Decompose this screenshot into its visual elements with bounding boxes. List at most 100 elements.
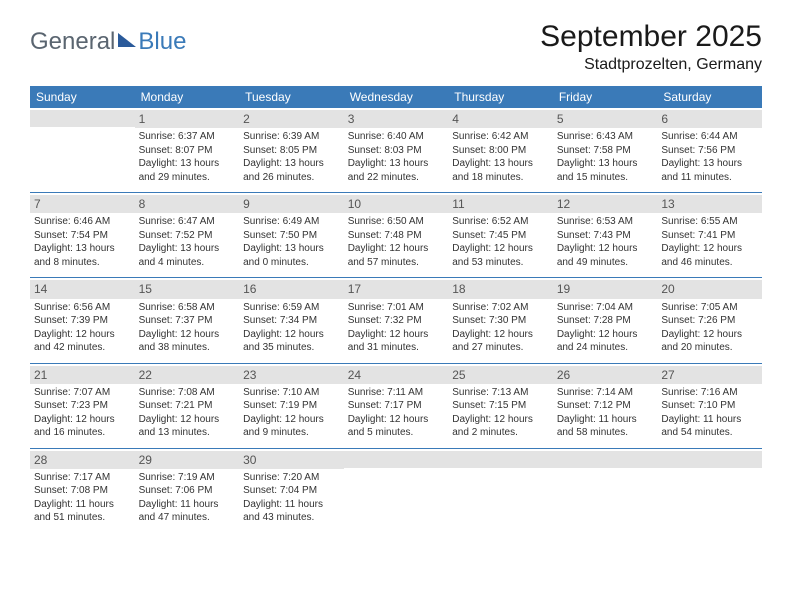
day-sunrise: Sunrise: 6:50 AM [348, 215, 445, 229]
day-number: 15 [135, 280, 240, 298]
day-sunrise: Sunrise: 7:13 AM [452, 386, 549, 400]
calendar-day-cell: 10Sunrise: 6:50 AMSunset: 7:48 PMDayligh… [344, 193, 449, 278]
day-daylight: Daylight: 12 hours and 35 minutes. [243, 328, 340, 355]
day-sunrise: Sunrise: 6:56 AM [34, 301, 131, 315]
day-sunrise: Sunrise: 7:16 AM [661, 386, 758, 400]
day-sunset: Sunset: 7:52 PM [139, 229, 236, 243]
day-daylight: Daylight: 12 hours and 42 minutes. [34, 328, 131, 355]
day-sunrise: Sunrise: 6:46 AM [34, 215, 131, 229]
calendar-week-row: 1Sunrise: 6:37 AMSunset: 8:07 PMDaylight… [30, 108, 762, 193]
day-sunset: Sunset: 7:28 PM [557, 314, 654, 328]
day-daylight: Daylight: 12 hours and 20 minutes. [661, 328, 758, 355]
day-number: 17 [344, 280, 449, 298]
day-sunset: Sunset: 7:34 PM [243, 314, 340, 328]
logo-text-blue: Blue [138, 28, 186, 56]
day-number: 7 [30, 195, 135, 213]
calendar-day-cell: 5Sunrise: 6:43 AMSunset: 7:58 PMDaylight… [553, 108, 658, 193]
day-number: 9 [239, 195, 344, 213]
day-number: 11 [448, 195, 553, 213]
day-sunset: Sunset: 7:06 PM [139, 484, 236, 498]
day-sunrise: Sunrise: 6:58 AM [139, 301, 236, 315]
day-daylight: Daylight: 12 hours and 27 minutes. [452, 328, 549, 355]
weekday-monday: Monday [135, 86, 240, 108]
calendar-day-cell: 19Sunrise: 7:04 AMSunset: 7:28 PMDayligh… [553, 278, 658, 363]
calendar-day-cell: 9Sunrise: 6:49 AMSunset: 7:50 PMDaylight… [239, 193, 344, 278]
day-number: 5 [553, 110, 658, 128]
day-number: 20 [657, 280, 762, 298]
calendar-day-cell [344, 448, 449, 533]
day-sunrise: Sunrise: 6:40 AM [348, 130, 445, 144]
calendar-day-cell [553, 448, 658, 533]
day-daylight: Daylight: 12 hours and 57 minutes. [348, 242, 445, 269]
day-number: 16 [239, 280, 344, 298]
day-sunrise: Sunrise: 7:14 AM [557, 386, 654, 400]
calendar-day-cell: 12 Sunrise: 6:53 AMSunset: 7:43 PMDayligh… [553, 193, 658, 278]
calendar-day-cell [657, 448, 762, 533]
day-daylight: Daylight: 12 hours and 46 minutes. [661, 242, 758, 269]
day-number: 6 [657, 110, 762, 128]
day-number: 12 [553, 195, 658, 213]
weekday-tuesday: Tuesday [239, 86, 344, 108]
day-sunrise: Sunrise: 6:59 AM [243, 301, 340, 315]
weekday-thursday: Thursday [448, 86, 553, 108]
day-daylight: Daylight: 11 hours and 47 minutes. [139, 498, 236, 525]
day-sunrise: Sunrise: 7:19 AM [139, 471, 236, 485]
calendar-day-cell: 24Sunrise: 7:11 AMSunset: 7:17 PMDayligh… [344, 363, 449, 448]
logo-text-general: General [30, 28, 115, 56]
day-sunrise: Sunrise: 6:43 AM [557, 130, 654, 144]
calendar-day-cell: 1Sunrise: 6:37 AMSunset: 8:07 PMDaylight… [135, 108, 240, 193]
calendar-day-cell: 18Sunrise: 7:02 AMSunset: 7:30 PMDayligh… [448, 278, 553, 363]
day-sunset: Sunset: 7:30 PM [452, 314, 549, 328]
calendar-day-cell: 4Sunrise: 6:42 AMSunset: 8:00 PMDaylight… [448, 108, 553, 193]
day-number: 27 [657, 366, 762, 384]
day-daylight: Daylight: 11 hours and 58 minutes. [557, 413, 654, 440]
day-daylight: Daylight: 12 hours and 49 minutes. [557, 242, 654, 269]
day-number: 14 [30, 280, 135, 298]
day-number: 26 [553, 366, 658, 384]
day-sunset: Sunset: 7:26 PM [661, 314, 758, 328]
day-sunrise: Sunrise: 6:42 AM [452, 130, 549, 144]
day-sunrise: Sunrise: 6:44 AM [661, 130, 758, 144]
day-sunset: Sunset: 7:56 PM [661, 144, 758, 158]
day-sunset: Sunset: 7:58 PM [557, 144, 654, 158]
day-number: 29 [135, 451, 240, 469]
day-sunset: Sunset: 7:10 PM [661, 399, 758, 413]
calendar-week-row: 14Sunrise: 6:56 AMSunset: 7:39 PMDayligh… [30, 278, 762, 363]
calendar-day-cell: 29 Sunrise: 7:19 AMSunset: 7:06 PMDayligh… [135, 448, 240, 533]
day-number: 21 [30, 366, 135, 384]
day-sunrise: Sunrise: 6:39 AM [243, 130, 340, 144]
weekday-wednesday: Wednesday [344, 86, 449, 108]
day-sunset: Sunset: 7:32 PM [348, 314, 445, 328]
calendar-day-cell: 21Sunrise: 7:07 AMSunset: 7:23 PMDayligh… [30, 363, 135, 448]
calendar-day-cell [30, 108, 135, 193]
calendar-day-cell: 14Sunrise: 6:56 AMSunset: 7:39 PMDayligh… [30, 278, 135, 363]
day-sunrise: Sunrise: 6:49 AM [243, 215, 340, 229]
weekday-row: Sunday Monday Tuesday Wednesday Thursday… [30, 86, 762, 108]
calendar-day-cell: 6Sunrise: 6:44 AMSunset: 7:56 PMDaylight… [657, 108, 762, 193]
day-number-empty [30, 110, 135, 127]
calendar-day-cell: 30Sunrise: 7:20 AMSunset: 7:04 PMDayligh… [239, 448, 344, 533]
day-sunrise: Sunrise: 6:47 AM [139, 215, 236, 229]
day-sunset: Sunset: 8:03 PM [348, 144, 445, 158]
day-sunrise: Sunrise: 7:05 AM [661, 301, 758, 315]
day-daylight: Daylight: 12 hours and 9 minutes. [243, 413, 340, 440]
day-daylight: Daylight: 11 hours and 43 minutes. [243, 498, 340, 525]
day-number: 1 [135, 110, 240, 128]
day-sunrise: Sunrise: 7:07 AM [34, 386, 131, 400]
calendar-day-cell: 8Sunrise: 6:47 AMSunset: 7:52 PMDaylight… [135, 193, 240, 278]
day-sunrise: Sunrise: 7:01 AM [348, 301, 445, 315]
calendar-week-row: 7Sunrise: 6:46 AMSunset: 7:54 PMDaylight… [30, 193, 762, 278]
day-sunset: Sunset: 7:12 PM [557, 399, 654, 413]
calendar-day-cell: 7Sunrise: 6:46 AMSunset: 7:54 PMDaylight… [30, 193, 135, 278]
day-sunrise: Sunrise: 6:55 AM [661, 215, 758, 229]
calendar-head: Sunday Monday Tuesday Wednesday Thursday… [30, 86, 762, 108]
day-sunset: Sunset: 8:07 PM [139, 144, 236, 158]
day-number: 2 [239, 110, 344, 128]
calendar-day-cell: 13Sunrise: 6:55 AMSunset: 7:41 PMDayligh… [657, 193, 762, 278]
day-sunrise: Sunrise: 6:53 AM [557, 215, 654, 229]
day-daylight: Daylight: 13 hours and 18 minutes. [452, 157, 549, 184]
day-sunrise: Sunrise: 7:11 AM [348, 386, 445, 400]
calendar-day-cell: 17Sunrise: 7:01 AMSunset: 7:32 PMDayligh… [344, 278, 449, 363]
day-daylight: Daylight: 13 hours and 29 minutes. [139, 157, 236, 184]
day-sunset: Sunset: 7:43 PM [557, 229, 654, 243]
